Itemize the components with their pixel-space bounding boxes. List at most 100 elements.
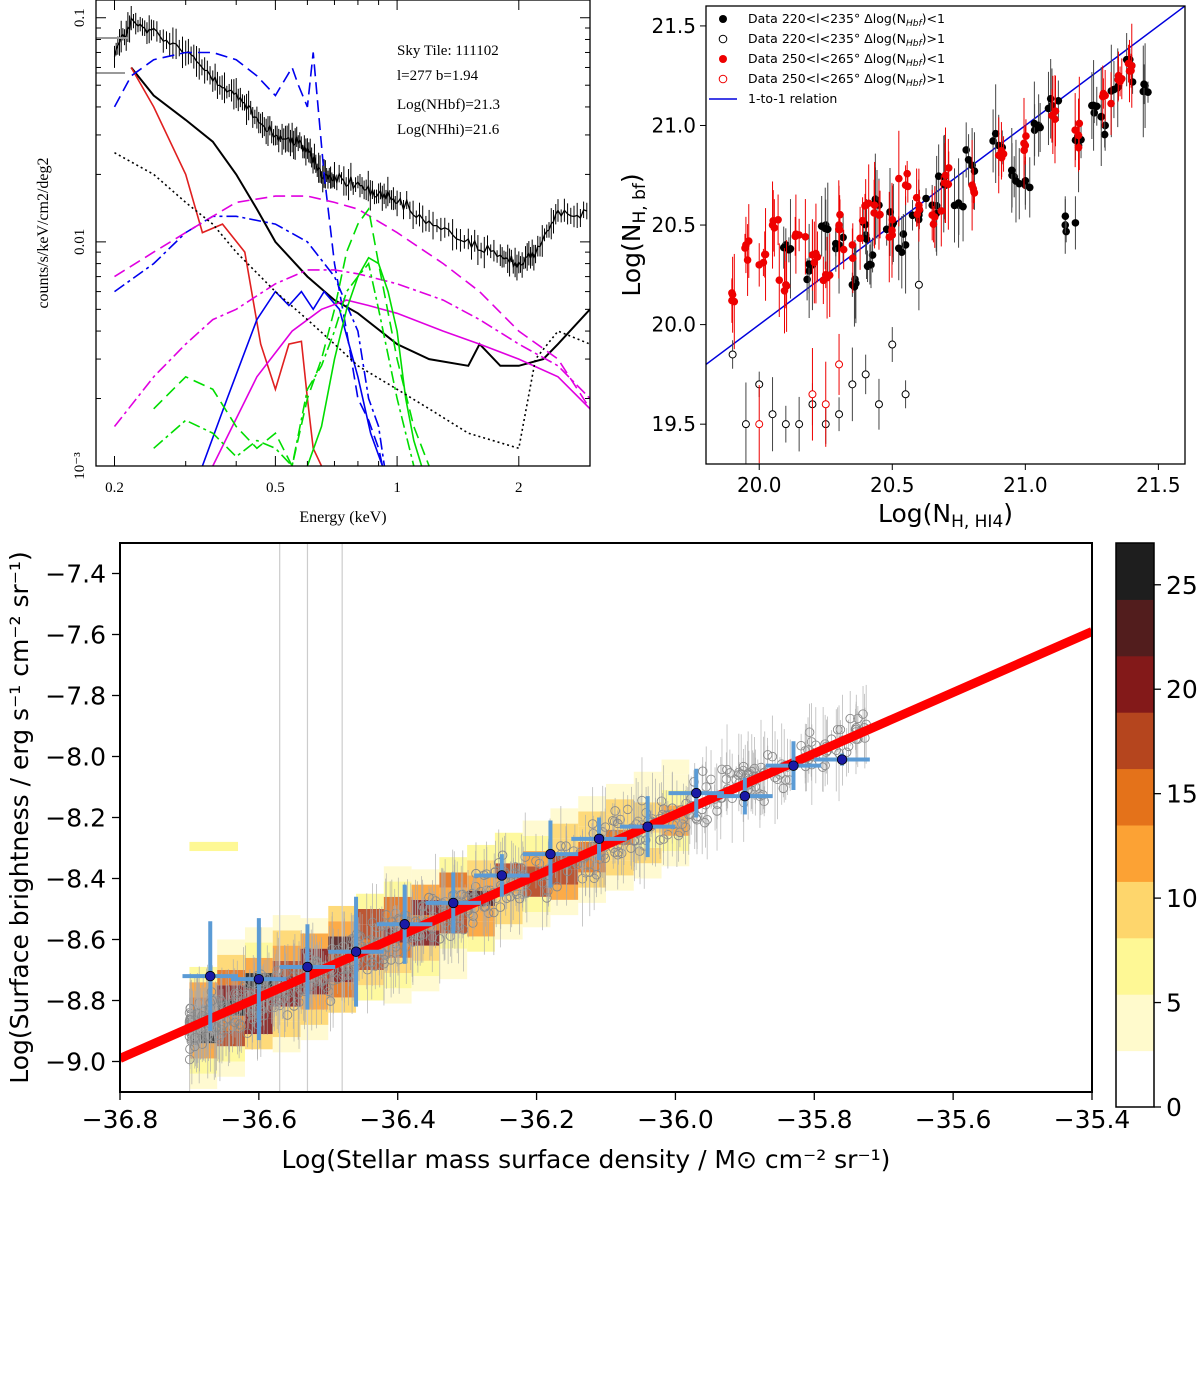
series-comp-blue (201, 290, 384, 466)
y-tick-label: −7.8 (45, 682, 106, 711)
data-point-open (901, 390, 910, 399)
y-axis-label-end: ) (617, 173, 646, 183)
data-point (1090, 109, 1099, 117)
density-cell (522, 835, 551, 852)
legend-label-text: Data 250<l<265° Δlog(N (748, 51, 906, 66)
colorbar-tick-label: 10 (1166, 884, 1198, 913)
data-point (1100, 130, 1109, 139)
data-point-open (370, 961, 381, 971)
data-point-open (562, 866, 573, 877)
data-point-open (728, 350, 737, 359)
data-point (876, 210, 884, 219)
x-tick-label: −35.4 (1054, 1105, 1131, 1134)
binned-point (253, 973, 265, 985)
density-cell (439, 857, 468, 873)
data-point (930, 213, 939, 221)
legend-label: 1-to-1 relation (748, 91, 837, 106)
data-point-open (235, 1019, 245, 1029)
legend-label: Data 250<l<265° Δlog(NHbf)>1 (748, 71, 945, 89)
data-point-open (626, 843, 636, 853)
data-point-open (216, 996, 227, 1007)
x-tick-label: −35.8 (776, 1105, 853, 1134)
colorbar-segment (1116, 937, 1154, 995)
data-point-open (242, 1028, 253, 1038)
data-point (831, 239, 840, 248)
data-point-open (762, 750, 773, 760)
data-point (1020, 139, 1028, 148)
legend-marker (719, 15, 727, 23)
density-cell (661, 759, 690, 775)
data-point-open (321, 982, 332, 992)
x-tick-label: 21.0 (1003, 473, 1048, 497)
data-point (1025, 183, 1034, 192)
y-tick-label: 20.5 (651, 213, 696, 237)
x-tick-label: −36.8 (82, 1105, 159, 1134)
data-point-open (468, 911, 478, 921)
y-tick-label: 10⁻³ (72, 452, 88, 480)
fit-line (120, 627, 1092, 1063)
data-point-open (561, 841, 571, 851)
data-point-open (189, 1041, 200, 1052)
data-point-open (367, 957, 377, 968)
data-point-open (587, 819, 598, 829)
density-cell (467, 936, 495, 952)
legend-label-tail: )>1 (922, 71, 945, 86)
data-point (915, 205, 924, 214)
colorbar-segment (1116, 599, 1154, 657)
colorbar-segment (1116, 881, 1154, 939)
data-point-open (269, 1002, 280, 1013)
data-point-open (218, 1020, 228, 1030)
density-cell (494, 832, 523, 848)
data-point (895, 174, 903, 183)
density-cell (467, 921, 495, 937)
data-point (997, 147, 1006, 155)
density-cell (494, 924, 523, 940)
data-point-open (495, 902, 506, 912)
data-point (1036, 123, 1044, 132)
surface-brightness-panel: −36.8 −36.6 −36.4 −36.2 −36.0 −35.8 −35.6 −35.4… (5, 542, 1198, 1174)
colorbar-tick-label: 5 (1166, 989, 1182, 1018)
data-point-open (736, 769, 746, 780)
legend-label-sub: Hbf (906, 59, 923, 69)
binned-point (302, 961, 313, 973)
data-point (791, 232, 800, 241)
data-point-open (284, 994, 295, 1004)
x-axis-label-sub: H, HI4 (951, 512, 1003, 532)
density-cell (633, 863, 662, 879)
colorbar-tick-label: 15 (1166, 780, 1198, 809)
plot-area (96, 5, 590, 466)
density-cell (356, 970, 384, 986)
x-tick-label: −36.6 (221, 1105, 298, 1134)
density-cell (383, 988, 412, 1004)
x-axis-label-end: ) (1003, 499, 1013, 528)
y-tick-label: −7.4 (45, 560, 106, 589)
data-point (1101, 121, 1109, 130)
data-point-open (841, 747, 852, 758)
data-point-open (203, 1031, 213, 1042)
colorbar-segment (1116, 825, 1154, 882)
colorbar-tick-label: 0 (1166, 1093, 1182, 1122)
density-cell (356, 893, 384, 909)
data-point (1012, 177, 1020, 185)
density-cell (606, 875, 634, 891)
data-point (848, 254, 857, 262)
y-tick-label: −8.6 (45, 926, 106, 955)
y-tick-label: 21.0 (651, 113, 696, 137)
data-point (744, 237, 753, 245)
density-cell (661, 774, 690, 791)
legend-label-text: Data 220<l<235° Δlog(N (748, 11, 906, 26)
legend-label-tail: )<1 (922, 11, 945, 26)
density-cell (411, 960, 440, 977)
data-point-open (796, 741, 806, 751)
colorbar-segment (1116, 712, 1154, 770)
data-point (1075, 119, 1084, 128)
colorbar-segment (1116, 543, 1154, 600)
data-point (1110, 85, 1118, 94)
data-point (1071, 126, 1079, 134)
data-point (885, 233, 894, 241)
data-point-open (489, 907, 499, 918)
data-point (1089, 101, 1098, 110)
density-cell (411, 976, 440, 992)
colorbar-segment (1116, 994, 1154, 1052)
data-point (803, 275, 811, 284)
